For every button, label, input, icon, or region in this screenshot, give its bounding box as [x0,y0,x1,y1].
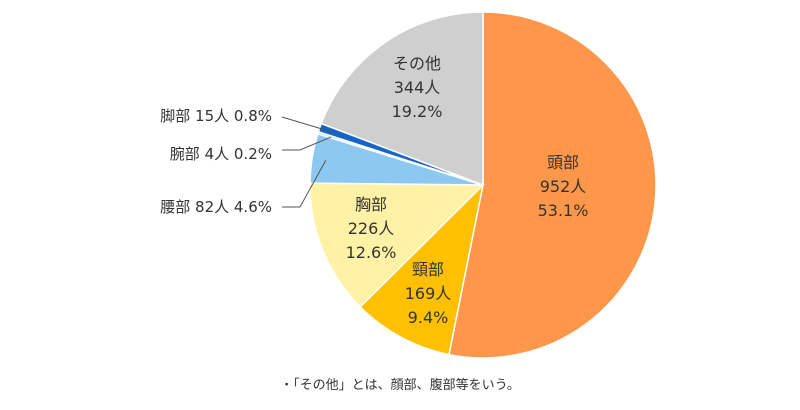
pie-slice-6 [320,11,484,187]
leader-lines [281,116,333,208]
slice-label-4: 腕部 4人 0.2% [170,145,272,163]
pie-slice-2 [309,182,485,308]
leader-line-5 [281,116,333,133]
pie-slice-0 [448,11,657,359]
pie-slice-1 [359,182,485,356]
slice-label-1: 頸部 169人 9.4% [405,260,452,327]
leader-line-4 [282,136,332,151]
footnote: ・「その他」とは、顔部、腹部等をいう。 [280,378,520,393]
slice-label-2: 胸部 226人 12.6% [346,195,397,262]
slice-label-6: その他 344人 19.2% [392,54,443,121]
slice-label-3: 腰部 82人 4.6% [160,198,272,216]
slice-label-5: 脚部 15人 0.8% [160,107,272,125]
leader-line-3 [282,160,327,208]
pie-slices [309,11,657,359]
slice-labels: 頭部 952人 53.1% 頸部 169人 9.4%胸部 226人 12.6% 腰部 82人 4… [160,54,588,327]
slice-label-0: 頭部 952人 53.1% [538,153,589,220]
